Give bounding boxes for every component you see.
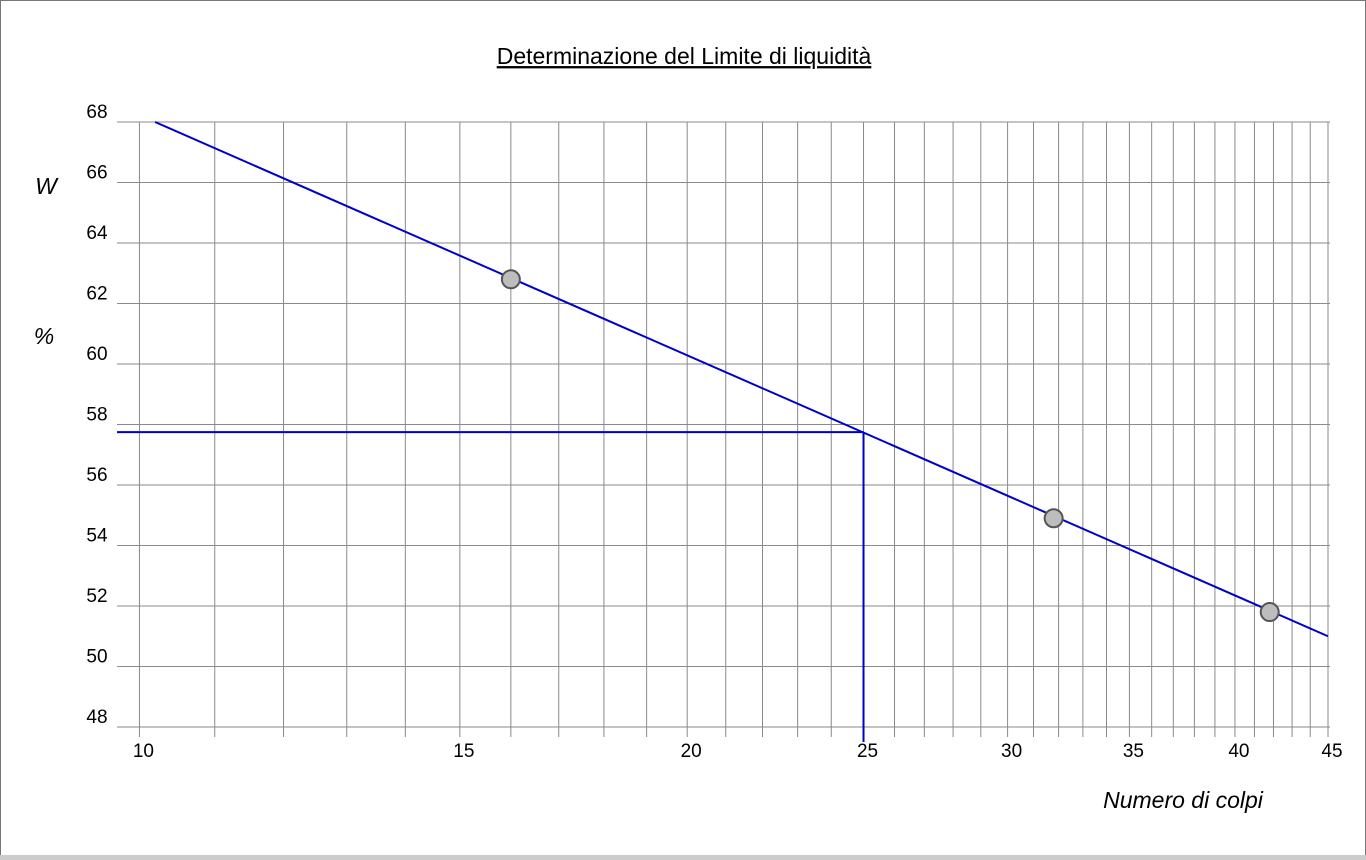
y-tick-label: 50 (86, 647, 107, 668)
y-tick-label: 64 (86, 223, 108, 244)
data-point (1259, 602, 1280, 623)
y-tick-label: 60 (86, 344, 107, 365)
x-tick-label: 30 (1001, 741, 1022, 762)
y-axis-label: % (34, 323, 54, 349)
y-tick-label: 56 (86, 465, 107, 486)
y-tick-label: 66 (86, 163, 107, 184)
x-tick-label: 25 (857, 741, 878, 762)
y-axis-label: W (35, 173, 59, 199)
x-tick-label: 45 (1321, 741, 1342, 762)
y-tick-label: 52 (86, 586, 107, 607)
x-tick-label: 20 (681, 741, 702, 762)
data-point (1043, 508, 1064, 529)
y-tick-label: 54 (86, 526, 108, 547)
y-tick-label: 58 (86, 405, 107, 426)
y-tick-label: 48 (86, 707, 107, 728)
fit-line (154, 121, 1329, 638)
x-tick-label: 10 (133, 741, 154, 762)
x-tick-label: 40 (1228, 741, 1249, 762)
x-tick-label: 15 (453, 741, 474, 762)
data-point (500, 269, 521, 290)
bottom-strip (0, 855, 1366, 860)
chart-title: Determinazione del Limite di liquidità (497, 43, 872, 69)
y-tick-label: 68 (86, 102, 107, 123)
y-tick-label: 62 (86, 284, 107, 305)
x-tick-label: 35 (1123, 741, 1144, 762)
x-axis-label: Numero di colpi (1103, 787, 1264, 813)
